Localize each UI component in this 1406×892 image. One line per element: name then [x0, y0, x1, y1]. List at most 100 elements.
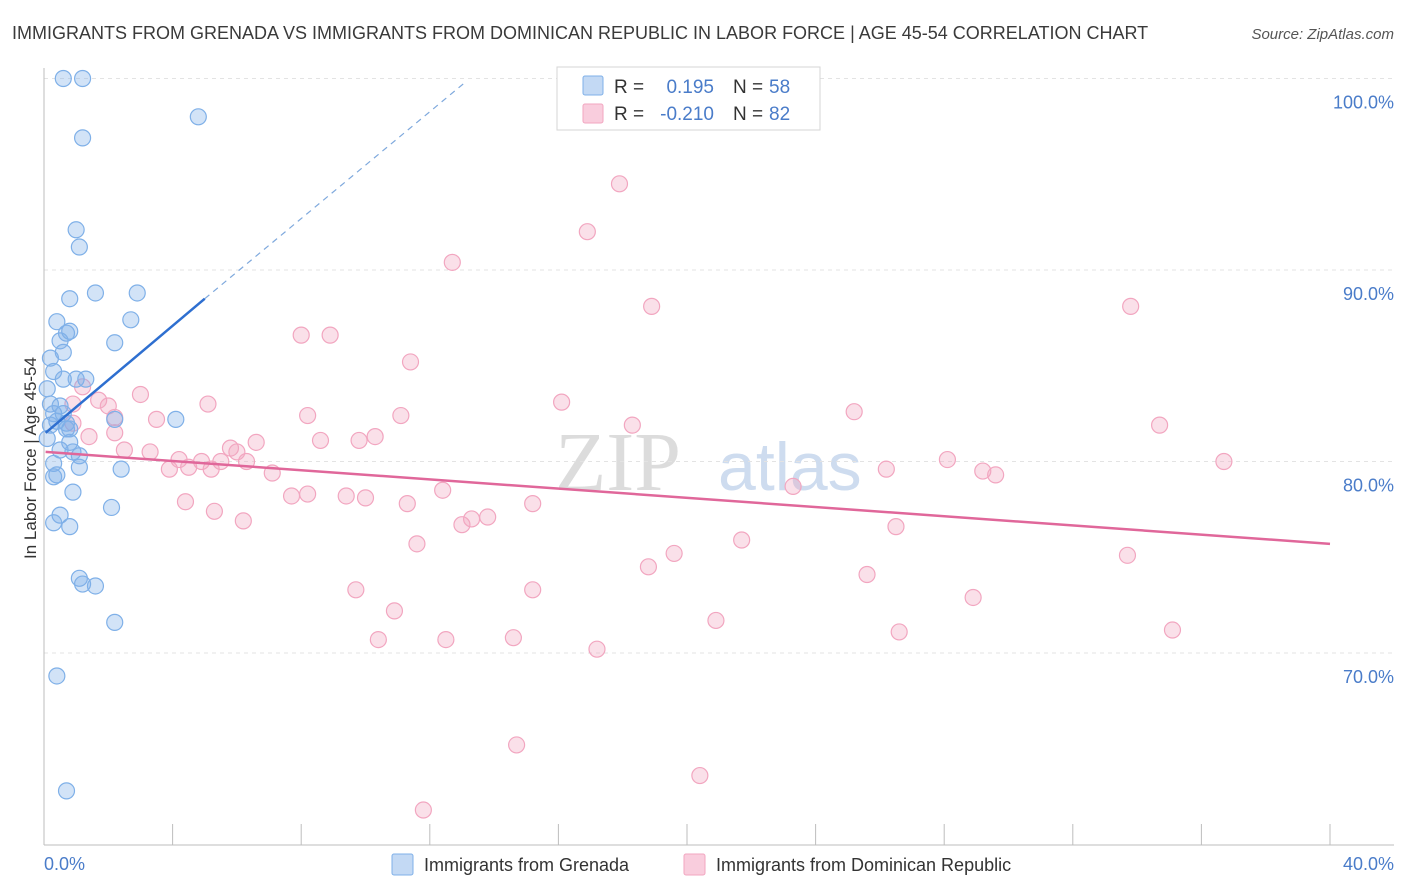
- grenada-point-32: [61, 420, 79, 438]
- gridlines: [44, 78, 1394, 654]
- axes: [43, 68, 1394, 846]
- dominican-point-76: [890, 623, 908, 641]
- grenada-point-6: [86, 284, 105, 302]
- dominican-point-69: [385, 602, 404, 620]
- dominican-point-17: [392, 406, 410, 425]
- y-tick-label-100: 100.0%: [1333, 93, 1394, 113]
- x-tick-label-min: 0.0%: [44, 854, 85, 874]
- grenada-point-2: [189, 108, 207, 126]
- dominican-point-80: [414, 801, 432, 819]
- y-tick-label-70: 70.0%: [1343, 667, 1394, 687]
- legend-r-label-1: R =: [614, 77, 644, 98]
- dominican-point-51: [434, 481, 452, 499]
- dominican-point-60: [887, 518, 905, 536]
- dominican-point-49: [337, 487, 355, 505]
- grenada-point-28: [106, 410, 124, 428]
- y-tick-label-90: 90.0%: [1343, 284, 1394, 304]
- grenada-point-46: [45, 514, 63, 532]
- y-axis-label: In Labor Force | Age 45-54: [21, 357, 40, 559]
- bottom-legend-label-grenada: Immigrants from Grenada: [424, 855, 630, 875]
- dominican-point-53: [398, 495, 416, 513]
- dominican-point-18: [147, 410, 166, 428]
- grenada-point-10: [48, 313, 66, 331]
- chart-title: IMMIGRANTS FROM GRENADA VS IMMIGRANTS FR…: [12, 23, 1148, 43]
- dominican-point-31: [141, 443, 159, 461]
- dominican-trend-line: [45, 450, 1331, 546]
- grenada-point-16: [41, 349, 60, 367]
- dominican-point-57: [453, 516, 471, 534]
- grenada-point-18: [54, 370, 72, 388]
- chart-source: Source: ZipAtlas.com: [1251, 26, 1394, 43]
- dominican-point-59: [479, 508, 497, 526]
- grenada-point-52: [48, 667, 66, 685]
- dominican-point-2: [443, 253, 461, 271]
- grenada-point-5: [70, 238, 88, 256]
- dominican-point-58: [462, 510, 481, 528]
- dominican-point-6: [321, 326, 339, 344]
- grenada-point-4: [67, 221, 85, 239]
- dominican-point-37: [160, 460, 178, 478]
- dominican-point-21: [623, 416, 641, 434]
- dominican-point-64: [639, 558, 658, 576]
- dominican-point-67: [347, 581, 365, 599]
- dominican-point-15: [845, 403, 863, 421]
- dominican-point-52: [176, 493, 195, 511]
- grenada-point-21: [38, 380, 56, 398]
- dominican-point-61: [733, 531, 751, 549]
- grenada-point-43: [64, 483, 82, 501]
- dominican-point-3: [643, 297, 661, 315]
- y-tick-labels: 70.0% 80.0% 90.0% 100.0%: [1333, 93, 1394, 688]
- dominican-point-13: [553, 393, 571, 411]
- grenada-point-1: [73, 69, 92, 88]
- dominican-point-75: [588, 640, 606, 658]
- dominican-point-70: [964, 588, 982, 607]
- watermark-atlas: atlas: [718, 429, 862, 505]
- dominican-point-22: [1151, 416, 1169, 434]
- dominican-point-5: [292, 326, 310, 344]
- grenada-point-20: [77, 370, 95, 388]
- legend-n-value-1: 58: [769, 77, 790, 98]
- grenada-point-30: [41, 416, 60, 434]
- grenada-point-8: [61, 290, 79, 308]
- grenada-point-0: [54, 69, 72, 88]
- dominican-point-55: [205, 502, 223, 520]
- dominican-point-62: [408, 535, 426, 553]
- series-legend: Immigrants from Grenada Immigrants from …: [391, 853, 1011, 876]
- dominican-point-25: [366, 428, 384, 446]
- dominican-point-79: [691, 766, 709, 785]
- dominican-point-72: [369, 630, 387, 649]
- bottom-legend-swatch-grenada: [391, 853, 414, 876]
- dominican-point-65: [858, 565, 876, 584]
- dominican-point-16: [299, 406, 317, 425]
- series-dominican-republic-points: [64, 175, 1233, 819]
- grenada-point-40: [112, 460, 130, 478]
- dominican-point-46: [784, 477, 802, 495]
- watermark: ZIP atlas: [555, 416, 862, 509]
- grenada-point-44: [102, 498, 121, 517]
- dominican-point-48: [299, 485, 317, 503]
- dominican-point-54: [524, 495, 542, 513]
- grenada-point-47: [61, 518, 79, 536]
- grenada-trend-line: [44, 297, 206, 434]
- grenada-point-49: [73, 575, 92, 593]
- dominican-point-10: [90, 391, 108, 409]
- grenada-point-39: [70, 458, 88, 476]
- dominican-point-66: [1118, 546, 1137, 564]
- grenada-point-3: [73, 129, 92, 147]
- dominican-point-32: [115, 441, 133, 459]
- dominican-point-26: [350, 431, 368, 450]
- stats-legend: R = 0.195 N = 58 R = -0.210 N = 82: [556, 66, 821, 131]
- dominican-point-4: [1122, 297, 1140, 315]
- dominican-point-77: [1163, 621, 1182, 639]
- series-grenada-points: [38, 69, 207, 800]
- dominican-point-28: [247, 433, 265, 451]
- dominican-point-9: [131, 385, 150, 404]
- trend-lines: [44, 81, 1331, 546]
- dominican-point-43: [974, 462, 992, 480]
- grenada-point-53: [57, 782, 76, 800]
- dominican-point-74: [504, 629, 522, 647]
- x-tick-label-max: 40.0%: [1343, 854, 1394, 874]
- dominican-point-63: [665, 544, 683, 563]
- dominican-point-44: [987, 466, 1005, 484]
